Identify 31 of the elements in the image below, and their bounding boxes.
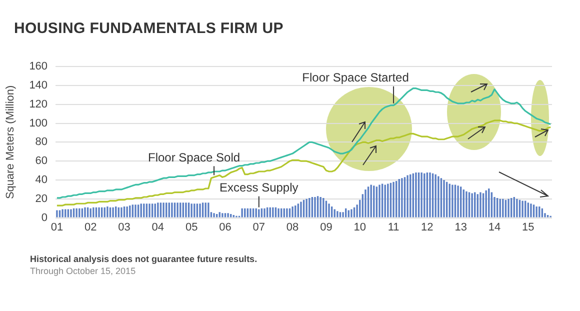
series-label: Floor Space Started bbox=[302, 70, 409, 85]
y-tick-label: 120 bbox=[29, 98, 48, 110]
x-tick-label: 01 bbox=[50, 221, 64, 234]
y-tick-label: 140 bbox=[29, 80, 48, 92]
y-tick-label: 0 bbox=[41, 212, 48, 224]
x-tick-label: 11 bbox=[388, 221, 400, 234]
series-label: Excess Supply bbox=[220, 180, 298, 195]
x-tick-label: 07 bbox=[252, 221, 266, 234]
x-tick-label: 02 bbox=[84, 221, 97, 234]
x-tick-label: 09 bbox=[320, 221, 332, 234]
x-tick-label: 10 bbox=[354, 221, 366, 234]
x-tick-label: 15 bbox=[522, 221, 534, 234]
y-tick-label: 60 bbox=[35, 155, 48, 168]
text: Historical analysis does not guarantee future results. bbox=[30, 253, 258, 265]
x-tick-label: 05 bbox=[185, 221, 198, 234]
x-tick-label: 14 bbox=[488, 221, 501, 234]
x-tick-label: 03 bbox=[118, 221, 130, 234]
y-tick-label: 20 bbox=[35, 192, 48, 205]
series-label: Floor Space Sold bbox=[148, 150, 240, 164]
x-tick-label: 06 bbox=[219, 221, 232, 234]
y-axis-title: Square Meters (Million) bbox=[4, 85, 17, 200]
x-tick-label: 08 bbox=[286, 221, 299, 234]
y-tick-label: 40 bbox=[35, 174, 48, 186]
y-tick-label: 80 bbox=[35, 136, 48, 148]
y-tick-label: 160 bbox=[29, 60, 48, 73]
x-tick-label: 13 bbox=[454, 221, 467, 234]
y-tick-label: 100 bbox=[29, 117, 48, 130]
x-tick-label: 12 bbox=[421, 221, 434, 234]
chart-title: HOUSING FUNDAMENTALS FIRM UP bbox=[14, 20, 284, 37]
x-tick-label: 04 bbox=[152, 221, 164, 234]
text: Through October 15, 2015 bbox=[30, 265, 137, 277]
